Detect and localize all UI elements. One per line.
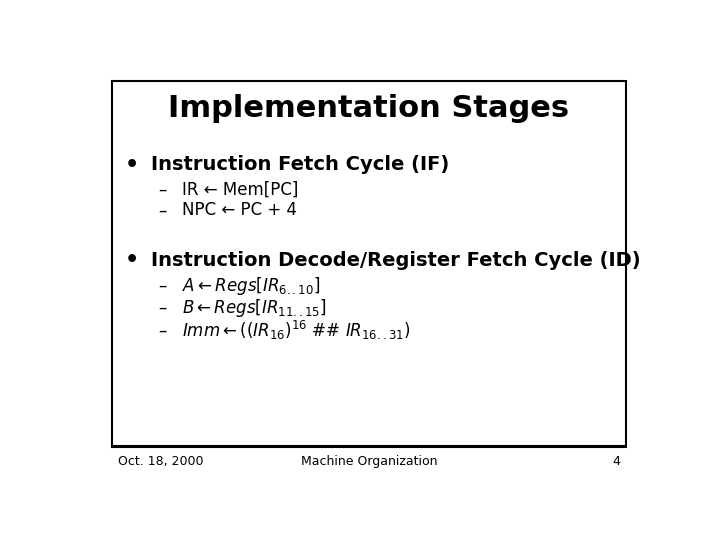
Text: –: – bbox=[158, 277, 167, 295]
Text: •: • bbox=[125, 250, 139, 270]
Text: –: – bbox=[158, 201, 167, 219]
Text: IR ← Mem[PC]: IR ← Mem[PC] bbox=[182, 180, 299, 199]
Text: –: – bbox=[158, 180, 167, 199]
FancyBboxPatch shape bbox=[112, 82, 626, 447]
Text: $A \leftarrow Regs[IR_{6..10}]$: $A \leftarrow Regs[IR_{6..10}]$ bbox=[182, 275, 320, 297]
Text: –: – bbox=[158, 299, 167, 317]
Text: Machine Organization: Machine Organization bbox=[301, 455, 437, 468]
Text: –: – bbox=[158, 322, 167, 340]
Text: Instruction Decode/Register Fetch Cycle (ID): Instruction Decode/Register Fetch Cycle … bbox=[151, 251, 641, 269]
Text: $B \leftarrow Regs[IR_{11..15}]$: $B \leftarrow Regs[IR_{11..15}]$ bbox=[182, 297, 327, 319]
Text: Oct. 18, 2000: Oct. 18, 2000 bbox=[118, 455, 204, 468]
Text: NPC ← PC + 4: NPC ← PC + 4 bbox=[182, 201, 297, 219]
Text: •: • bbox=[125, 154, 139, 174]
Text: Instruction Fetch Cycle (IF): Instruction Fetch Cycle (IF) bbox=[151, 155, 449, 174]
Text: 4: 4 bbox=[612, 455, 620, 468]
Text: Implementation Stages: Implementation Stages bbox=[168, 94, 570, 123]
Text: $Imm \leftarrow ((IR_{16})^{16}\ \#\#\ IR_{16..31})$: $Imm \leftarrow ((IR_{16})^{16}\ \#\#\ I… bbox=[182, 319, 410, 342]
